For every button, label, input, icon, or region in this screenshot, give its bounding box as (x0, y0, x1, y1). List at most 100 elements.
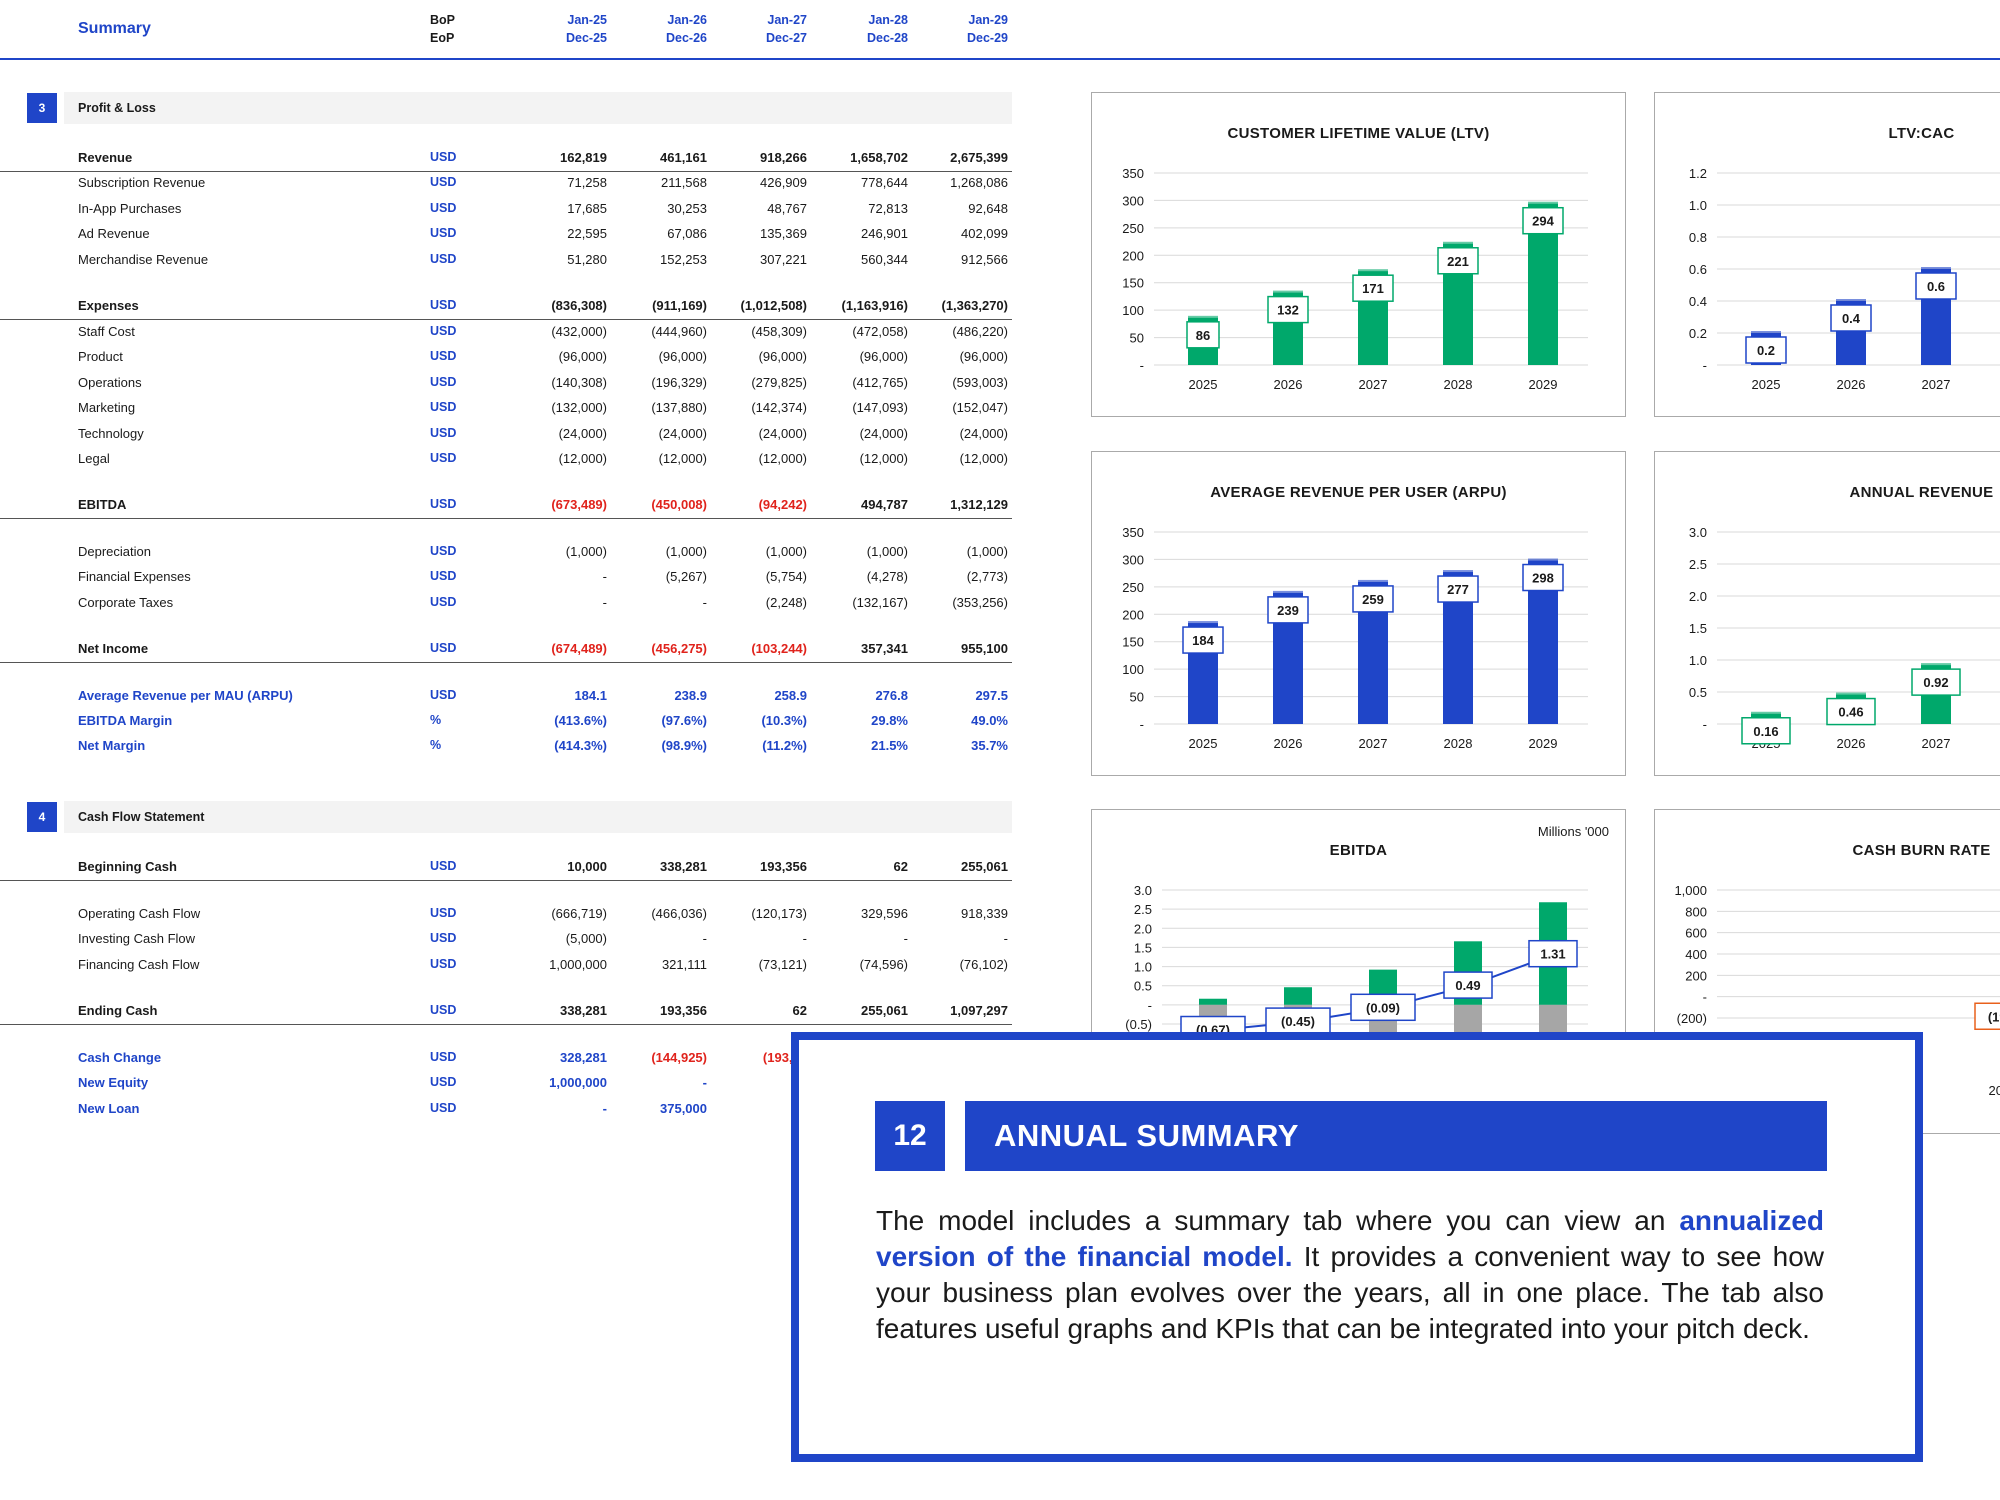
data-label-box (1350, 993, 1416, 1022)
callout-highlight: annualized version of the financial mode… (876, 1205, 1825, 1272)
table-row: Beginning Cash USD 10,000 338,281 193,356 62 2… (0, 855, 1012, 881)
ltv-cac-chart-plot: - 0.2 0.4 0.6 0.8 1.0 1.2 2025 2026 2027 0.2 0.4 0.6 (1689, 166, 2000, 392)
section-title: Profit & Loss (78, 101, 156, 115)
row-value: 51,280 (567, 252, 607, 267)
row-value: 255,061 (961, 859, 1008, 874)
y-tick-label: 200 (1122, 248, 1144, 263)
row-label: New Loan (78, 1101, 140, 1116)
row-value: (24,000) (558, 426, 607, 441)
y-tick-label: 200 (1122, 607, 1144, 622)
row-value: (2,248) (765, 595, 807, 610)
row-unit: USD (430, 175, 457, 189)
row-value: 297.5 (975, 688, 1008, 703)
row-value: (74,596) (859, 957, 908, 972)
row-label: Beginning Cash (78, 859, 177, 874)
row-label: Ending Cash (78, 1003, 158, 1018)
y-tick-label: 50 (1130, 331, 1144, 346)
row-unit: USD (430, 497, 457, 511)
y-tick-label: 1.2 (1689, 166, 1707, 181)
row-value: (94,242) (758, 497, 807, 512)
chart-title: AVERAGE REVENUE PER USER (ARPU) (1210, 484, 1507, 501)
y-tick-label: 0.4 (1689, 294, 1707, 309)
row-value: 338,281 (560, 1003, 607, 1018)
row-value: (103,244) (751, 641, 807, 656)
data-label-box (1182, 626, 1224, 654)
row-value: 246,901 (861, 226, 908, 241)
period-start: Jan-29 (968, 13, 1008, 27)
table-row: Investing Cash Flow USD (5,000) - - - - (0, 927, 1012, 952)
row-value: 258.9 (774, 688, 807, 703)
row-unit: USD (430, 375, 457, 389)
eop-label: EoP (430, 31, 455, 45)
row-value: (5,267) (665, 569, 707, 584)
y-tick-label: 1.0 (1689, 198, 1707, 213)
callout-number: 12 (875, 1101, 945, 1171)
row-label: New Equity (78, 1075, 149, 1090)
y-tick-label: 50 (1130, 690, 1144, 705)
data-label: 0.4 (1842, 311, 1861, 326)
row-value: (432,000) (551, 324, 607, 339)
data-label: 0.46 (1838, 705, 1863, 720)
bar (1284, 987, 1312, 1005)
section-number: 4 (27, 802, 57, 832)
row-value: (674,489) (551, 641, 607, 656)
row-value: (458,309) (751, 324, 807, 339)
period-start: Jan-27 (767, 13, 807, 27)
data-label: (0.09) (1366, 1000, 1400, 1015)
period-start: Jan-28 (868, 13, 908, 27)
table-row: Subscription Revenue USD 71,258 211,568 426,… (0, 171, 1012, 196)
table-row: EBITDA Margin% (413.6%) (97.6%) (10.3%) 29.8… (0, 709, 1012, 734)
y-tick-label: - (1140, 358, 1144, 373)
row-label: Operating Cash Flow (78, 906, 201, 921)
data-label: 1.31 (1540, 947, 1565, 962)
row-value: 135,369 (760, 226, 807, 241)
y-tick-label: - (1703, 717, 1707, 732)
row-value: 62 (792, 1003, 807, 1018)
ltv-chart: CUSTOMER LIFETIME VALUE (LTV) - 50 100 150 2… (1091, 92, 1626, 417)
annual-revenue-chart: ANNUAL REVENUE -0.51.01.52.02.53.0202520… (1654, 451, 2000, 776)
row-value: (593,003) (952, 375, 1008, 390)
data-label: (193) (1988, 1009, 2000, 1024)
row-label: Net Income (78, 641, 149, 656)
row-value: (196,329) (651, 375, 707, 390)
x-tick-label: 2029 (1529, 377, 1558, 392)
row-value: (279,825) (751, 375, 807, 390)
row-value: 912,566 (961, 252, 1008, 267)
callout-text-before: The model includes a summary tab where y… (876, 1205, 1666, 1236)
row-value: (1,012,508) (740, 298, 808, 313)
row-value: (413.6%) (554, 713, 607, 728)
row-value: 307,221 (760, 252, 807, 267)
row-value: - (903, 931, 908, 946)
row-value: 10,000 (567, 859, 607, 874)
data-label: 259 (1362, 592, 1384, 607)
section-band (64, 801, 1012, 833)
row-label: Legal (78, 451, 110, 466)
row-label: Financing Cash Flow (78, 957, 200, 972)
table-row: Technology USD (24,000) (24,000) (24,000) (24… (0, 422, 1012, 447)
header-divider (0, 58, 2000, 60)
data-label: 0.92 (1923, 675, 1948, 690)
row-label: In-App Purchases (78, 201, 182, 216)
row-value: (132,000) (551, 400, 607, 415)
bar-cap (1273, 290, 1303, 295)
row-value: (24,000) (758, 426, 807, 441)
row-label: Subscription Revenue (78, 175, 206, 190)
y-tick-label: 250 (1122, 580, 1144, 595)
row-value: (12,000) (558, 451, 607, 466)
data-label: 294 (1532, 214, 1554, 229)
bar (1199, 998, 1227, 1005)
row-value: 62 (893, 859, 908, 874)
y-tick-label: 200 (1685, 968, 1707, 983)
y-tick-label: 350 (1122, 525, 1144, 540)
row-value: (5,754) (765, 569, 807, 584)
row-value: - (702, 1075, 707, 1090)
table-row: In-App Purchases USD 17,685 30,253 48,767 72,… (0, 197, 1012, 222)
row-label: Staff Cost (78, 324, 135, 339)
y-tick-label: 2.0 (1689, 589, 1707, 604)
row-value: (96,000) (658, 349, 707, 364)
x-tick-label: 2027 (1359, 736, 1388, 751)
row-label: Corporate Taxes (78, 595, 174, 610)
row-value: 494,787 (861, 497, 908, 512)
data-label-box (1437, 575, 1479, 603)
table-row: Merchandise Revenue USD 51,280 152,253 307,2… (0, 248, 1012, 273)
